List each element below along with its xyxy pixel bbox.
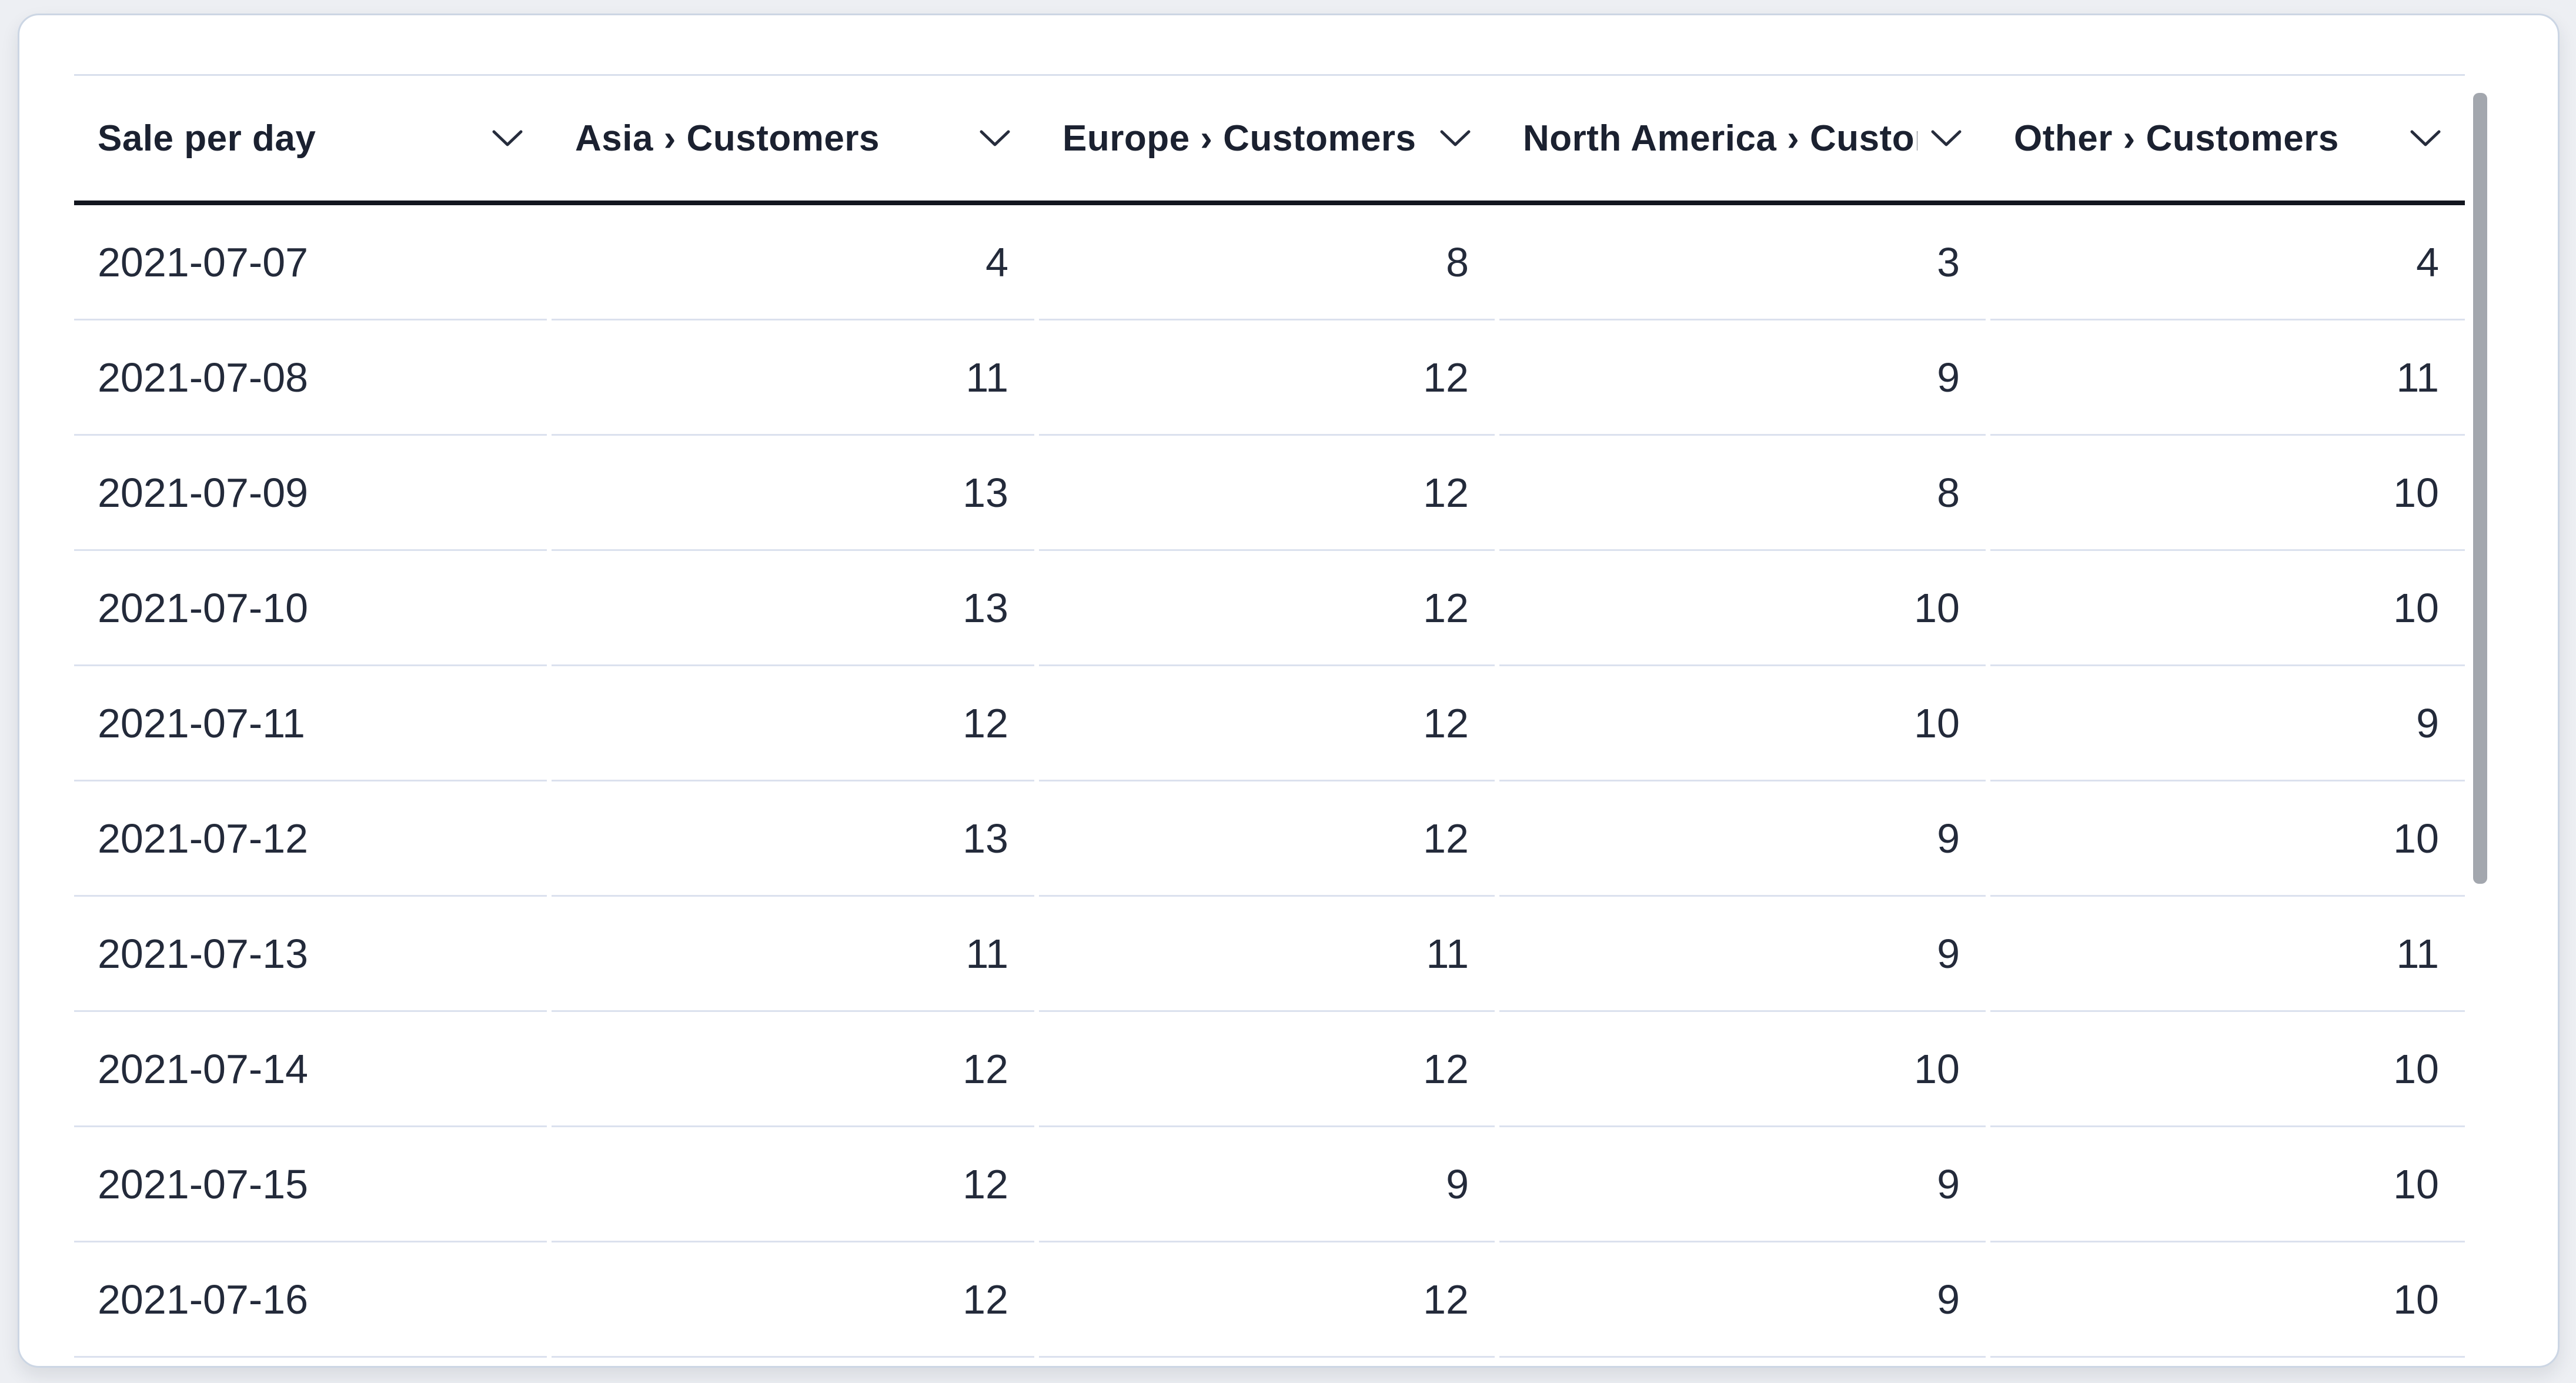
table-row: 2021-07-11 12 12 10 9 bbox=[74, 666, 2465, 781]
header-underline bbox=[74, 201, 2465, 205]
table-row: 2021-07-16 12 12 9 10 bbox=[74, 1242, 2465, 1358]
chevron-down-icon[interactable] bbox=[492, 128, 523, 148]
cell-north-america-customers[interactable]: 9 bbox=[1499, 1242, 1986, 1358]
column-header-europe-customers[interactable]: Europe › Customers bbox=[1039, 76, 1495, 201]
cell-other-customers[interactable]: 10 bbox=[1990, 436, 2465, 551]
cell-north-america-customers[interactable]: 9 bbox=[1499, 320, 1986, 436]
table-body: 2021-07-07 4 8 3 4 2021-07-08 11 12 9 11… bbox=[74, 205, 2465, 1358]
cell-asia-customers[interactable]: 11 bbox=[552, 320, 1034, 436]
cell-date[interactable]: 2021-07-07 bbox=[74, 205, 547, 320]
table-row: 2021-07-08 11 12 9 11 bbox=[74, 320, 2465, 436]
cell-asia-customers[interactable]: 11 bbox=[552, 897, 1034, 1012]
cell-date[interactable]: 2021-07-11 bbox=[74, 666, 547, 781]
cell-europe-customers[interactable]: 12 bbox=[1039, 320, 1495, 436]
cell-other-customers[interactable]: 10 bbox=[1990, 551, 2465, 666]
cell-other-customers[interactable]: 11 bbox=[1990, 320, 2465, 436]
cell-europe-customers[interactable]: 12 bbox=[1039, 551, 1495, 666]
cell-date[interactable]: 2021-07-13 bbox=[74, 897, 547, 1012]
cell-europe-customers[interactable]: 12 bbox=[1039, 781, 1495, 897]
cell-asia-customers[interactable]: 12 bbox=[552, 1242, 1034, 1358]
cell-north-america-customers[interactable]: 9 bbox=[1499, 781, 1986, 897]
cell-other-customers[interactable]: 10 bbox=[1990, 781, 2465, 897]
column-header-label: Sale per day bbox=[98, 118, 316, 159]
table-row: 2021-07-12 13 12 9 10 bbox=[74, 781, 2465, 897]
cell-date[interactable]: 2021-07-09 bbox=[74, 436, 547, 551]
cell-date[interactable]: 2021-07-15 bbox=[74, 1127, 547, 1242]
table-header-row: Sale per day Asia › Customers Europe › C… bbox=[74, 74, 2465, 201]
cell-other-customers[interactable]: 10 bbox=[1990, 1127, 2465, 1242]
table-card: Sale per day Asia › Customers Europe › C… bbox=[18, 14, 2560, 1368]
cell-date[interactable]: 2021-07-10 bbox=[74, 551, 547, 666]
cell-other-customers[interactable]: 4 bbox=[1990, 205, 2465, 320]
cell-north-america-customers[interactable]: 9 bbox=[1499, 897, 1986, 1012]
cell-asia-customers[interactable]: 13 bbox=[552, 551, 1034, 666]
cell-north-america-customers[interactable]: 10 bbox=[1499, 666, 1986, 781]
vertical-scrollbar-thumb[interactable] bbox=[2473, 93, 2487, 884]
cell-asia-customers[interactable]: 13 bbox=[552, 436, 1034, 551]
cell-north-america-customers[interactable]: 10 bbox=[1499, 551, 1986, 666]
table-row: 2021-07-07 4 8 3 4 bbox=[74, 205, 2465, 320]
column-header-north-america-customers[interactable]: North America › Customers bbox=[1499, 76, 1986, 201]
cell-other-customers[interactable]: 9 bbox=[1990, 666, 2465, 781]
cell-asia-customers[interactable]: 12 bbox=[552, 1012, 1034, 1127]
cell-north-america-customers[interactable]: 8 bbox=[1499, 436, 1986, 551]
chevron-down-icon[interactable] bbox=[1439, 128, 1471, 148]
cell-asia-customers[interactable]: 12 bbox=[552, 666, 1034, 781]
cell-other-customers[interactable]: 10 bbox=[1990, 1242, 2465, 1358]
cell-north-america-customers[interactable]: 9 bbox=[1499, 1127, 1986, 1242]
cell-europe-customers[interactable]: 8 bbox=[1039, 205, 1495, 320]
column-header-asia-customers[interactable]: Asia › Customers bbox=[552, 76, 1034, 201]
cell-europe-customers[interactable]: 9 bbox=[1039, 1127, 1495, 1242]
cell-other-customers[interactable]: 10 bbox=[1990, 1012, 2465, 1127]
chevron-down-icon[interactable] bbox=[1930, 128, 1962, 148]
cell-asia-customers[interactable]: 13 bbox=[552, 781, 1034, 897]
cell-date[interactable]: 2021-07-14 bbox=[74, 1012, 547, 1127]
column-header-label: Other › Customers bbox=[2014, 118, 2339, 159]
cell-europe-customers[interactable]: 12 bbox=[1039, 1242, 1495, 1358]
cell-date[interactable]: 2021-07-08 bbox=[74, 320, 547, 436]
table-row: 2021-07-13 11 11 9 11 bbox=[74, 897, 2465, 1012]
column-header-other-customers[interactable]: Other › Customers bbox=[1990, 76, 2465, 201]
table-row: 2021-07-15 12 9 9 10 bbox=[74, 1127, 2465, 1242]
cell-other-customers[interactable]: 11 bbox=[1990, 897, 2465, 1012]
cell-europe-customers[interactable]: 12 bbox=[1039, 436, 1495, 551]
cell-asia-customers[interactable]: 12 bbox=[552, 1127, 1034, 1242]
column-header-sale-per-day[interactable]: Sale per day bbox=[74, 76, 547, 201]
column-header-label: North America › Customers bbox=[1523, 118, 1917, 159]
cell-asia-customers[interactable]: 4 bbox=[552, 205, 1034, 320]
table-row: 2021-07-09 13 12 8 10 bbox=[74, 436, 2465, 551]
cell-north-america-customers[interactable]: 3 bbox=[1499, 205, 1986, 320]
cell-date[interactable]: 2021-07-12 bbox=[74, 781, 547, 897]
column-header-label: Europe › Customers bbox=[1063, 118, 1416, 159]
data-table: Sale per day Asia › Customers Europe › C… bbox=[74, 74, 2465, 1358]
cell-date[interactable]: 2021-07-16 bbox=[74, 1242, 547, 1358]
cell-europe-customers[interactable]: 12 bbox=[1039, 1012, 1495, 1127]
cell-europe-customers[interactable]: 11 bbox=[1039, 897, 1495, 1012]
column-header-label: Asia › Customers bbox=[575, 118, 880, 159]
chevron-down-icon[interactable] bbox=[2410, 128, 2441, 148]
table-row: 2021-07-10 13 12 10 10 bbox=[74, 551, 2465, 666]
table-row: 2021-07-14 12 12 10 10 bbox=[74, 1012, 2465, 1127]
chevron-down-icon[interactable] bbox=[979, 128, 1011, 148]
cell-europe-customers[interactable]: 12 bbox=[1039, 666, 1495, 781]
cell-north-america-customers[interactable]: 10 bbox=[1499, 1012, 1986, 1127]
